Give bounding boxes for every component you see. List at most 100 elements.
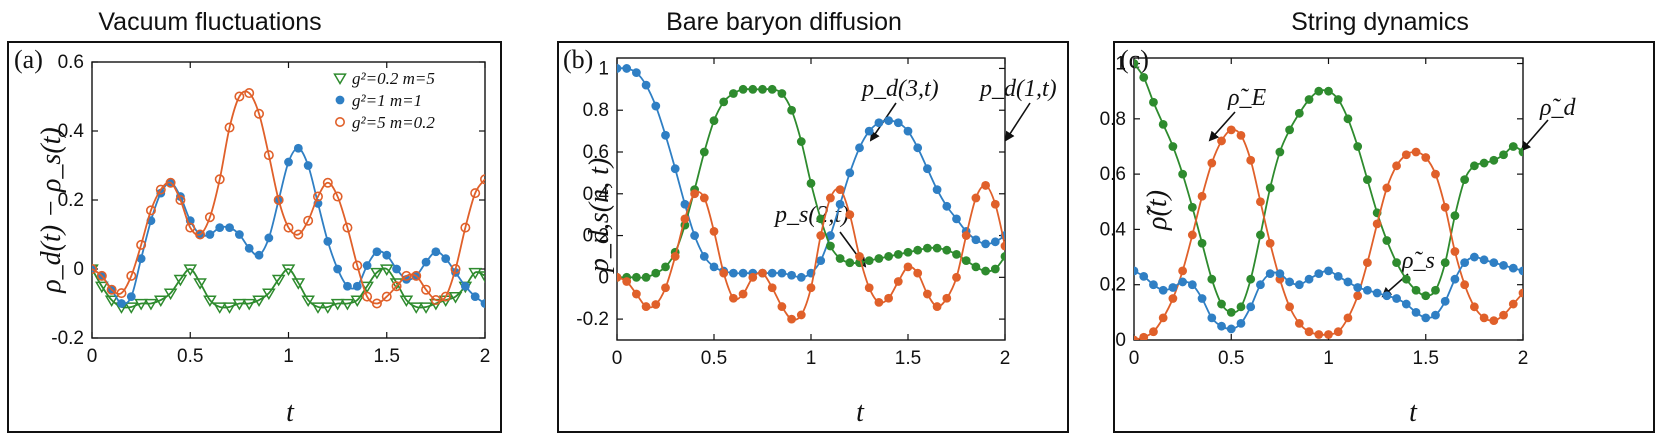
- data-point: [1139, 72, 1149, 82]
- data-point: [1518, 288, 1523, 298]
- xtick-label: 0: [1129, 348, 1140, 369]
- data-point: [617, 272, 622, 282]
- panel-a-legend: g²=0.2 m=5 g²=1 m=1 g²=5 m=0.2: [333, 69, 435, 132]
- annotation-rhod: ρ̃_d: [1539, 95, 1577, 121]
- data-point: [622, 277, 632, 286]
- data-point: [352, 281, 362, 291]
- data-point: [1324, 266, 1333, 276]
- data-point: [942, 201, 952, 211]
- data-point: [136, 239, 147, 250]
- data-point: [932, 302, 942, 311]
- data-point: [1460, 280, 1470, 290]
- data-point: [1149, 327, 1158, 337]
- xtick-label: 1.5: [895, 348, 921, 369]
- data-point: [155, 184, 166, 195]
- data-point: [1372, 288, 1382, 298]
- data-point: [1479, 313, 1489, 323]
- data-point: [961, 231, 971, 240]
- data-point: [661, 262, 670, 272]
- data-point: [874, 298, 884, 307]
- data-point: [806, 178, 816, 188]
- panel-a-xlabel: t: [286, 397, 295, 428]
- data-point: [1353, 142, 1363, 151]
- data-point: [1333, 327, 1343, 337]
- data-point: [1363, 258, 1372, 267]
- data-point: [421, 257, 431, 267]
- data-point: [1226, 324, 1236, 334]
- data-point: [1134, 59, 1139, 68]
- data-point: [1275, 147, 1285, 157]
- data-point: [1265, 269, 1275, 279]
- data-point: [382, 250, 392, 260]
- data-point: [690, 231, 699, 240]
- data-point: [990, 264, 1000, 274]
- data-point: [144, 298, 158, 311]
- data-point: [1168, 142, 1178, 151]
- series-a-2: [92, 88, 485, 309]
- data-point: [641, 272, 651, 282]
- data-point: [942, 245, 952, 255]
- data-point: [981, 266, 990, 276]
- xtick-label: 1: [806, 348, 817, 369]
- ytick-label: 0.6: [1100, 164, 1126, 185]
- data-point: [1440, 258, 1450, 267]
- data-point: [1499, 260, 1508, 270]
- data-point: [680, 199, 690, 209]
- data-point: [145, 205, 156, 216]
- data-point: [1139, 332, 1149, 340]
- data-point: [225, 223, 234, 233]
- data-point: [234, 91, 245, 102]
- data-point: [1479, 158, 1489, 168]
- data-point: [440, 291, 451, 302]
- arrow-rhoE: [1208, 111, 1236, 142]
- xtick-label: 2: [1518, 348, 1529, 369]
- data-point: [1187, 230, 1197, 240]
- data-point: [362, 291, 373, 302]
- data-point: [1431, 169, 1440, 179]
- data-point: [670, 164, 680, 174]
- data-point: [1246, 302, 1256, 312]
- data-point: [709, 262, 719, 272]
- data-point: [104, 295, 119, 308]
- series-b-1: [617, 84, 1005, 282]
- data-point: [738, 268, 748, 278]
- panel-b-frame: [557, 41, 1069, 433]
- data-point: [845, 168, 855, 178]
- data-point: [1134, 335, 1139, 340]
- data-point: [1226, 125, 1236, 135]
- panel-b-title: Bare baryon diffusion: [666, 8, 902, 36]
- data-point: [990, 199, 1000, 209]
- data-point: [330, 298, 345, 311]
- data-point: [1324, 330, 1333, 339]
- data-point: [971, 193, 981, 203]
- data-point: [913, 268, 923, 278]
- data-point: [1440, 296, 1450, 306]
- ytick-label: -0.2: [576, 309, 609, 330]
- data-point: [1134, 266, 1139, 276]
- data-point: [1217, 299, 1226, 309]
- data-point: [291, 278, 306, 290]
- data-point: [1382, 236, 1392, 245]
- plot-area-c: 0 0.5 1 1.5 2 0 0.2 0.4 0.6 0.8 1: [1100, 54, 1529, 369]
- data-point: [254, 250, 264, 260]
- ytick-label: 0: [1115, 330, 1126, 351]
- data-point: [874, 254, 884, 263]
- annotation-rhos: ρ̃_s: [1401, 248, 1435, 274]
- data-point: [273, 195, 284, 206]
- data-point: [303, 215, 314, 226]
- data-point: [1314, 269, 1324, 279]
- series-c-1: [1134, 125, 1523, 340]
- data-point: [126, 292, 136, 301]
- data-point: [401, 270, 412, 281]
- data-point: [311, 302, 325, 314]
- data-point: [372, 247, 382, 257]
- data-point: [371, 298, 382, 309]
- data-point: [232, 298, 247, 311]
- data-point: [244, 88, 255, 99]
- data-point: [952, 272, 961, 282]
- panel-c-frame: [1113, 41, 1655, 433]
- data-point: [1499, 150, 1508, 160]
- data-point: [262, 288, 276, 301]
- data-point: [1411, 307, 1421, 317]
- data-point: [816, 256, 826, 266]
